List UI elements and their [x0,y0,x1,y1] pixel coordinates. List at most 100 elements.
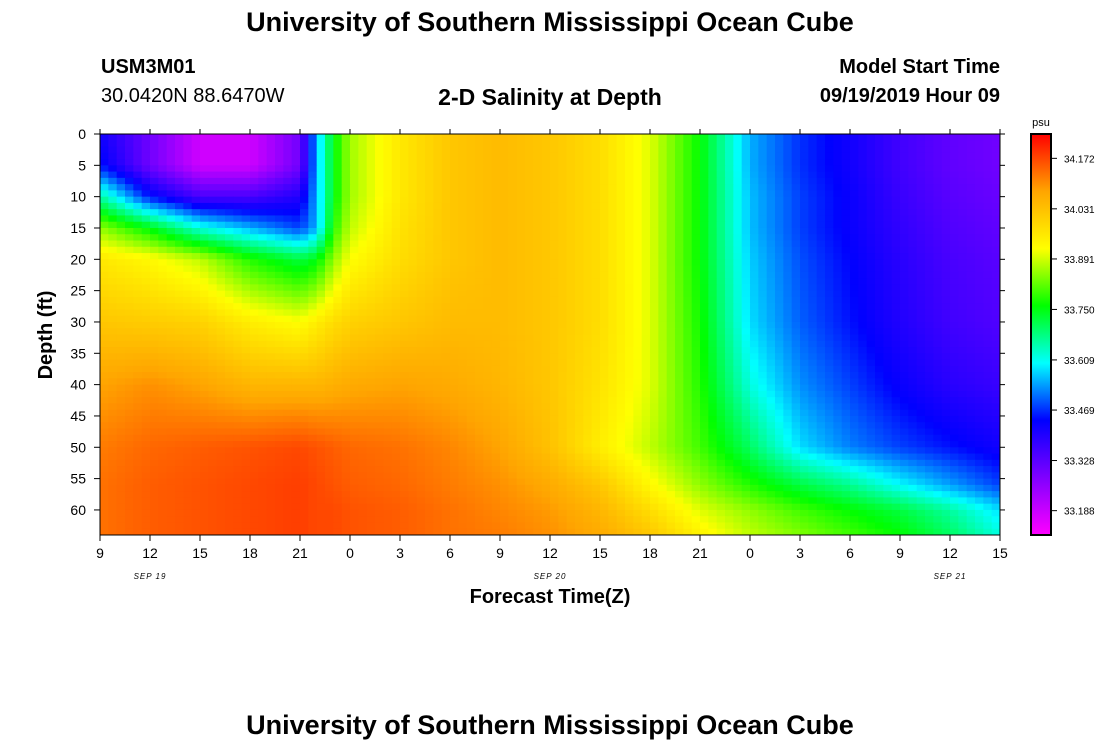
heatmap-cell [275,290,284,298]
heatmap-cell [950,227,959,235]
heatmap-cell [141,372,151,379]
heatmap-cell [483,347,493,354]
heatmap-cell [491,265,501,273]
heatmap-cell [608,140,618,148]
heatmap-cell [441,321,451,329]
heatmap-cell [100,390,109,398]
heatmap-cell [591,221,601,229]
heatmap-cell [458,353,468,361]
heatmap-cell [775,265,784,273]
heatmap-cell [666,403,676,411]
heatmap-cell [275,177,284,185]
heatmap-cell [283,378,293,386]
heatmap-cell [325,403,334,411]
heatmap-cell [758,334,768,342]
heatmap-cell [358,140,368,148]
heatmap-cell [458,140,468,148]
heatmap-cell [458,184,468,191]
heatmap-cell [700,278,709,285]
heatmap-cell [958,196,968,204]
heatmap-cell [675,246,684,254]
heatmap-cell [600,171,609,179]
heatmap-cell [741,171,751,179]
heatmap-cell [233,384,243,392]
heatmap-cell [450,215,459,223]
heatmap-cell [391,146,401,154]
heatmap-cell [625,303,634,311]
heatmap-cell [916,409,926,417]
heatmap-cell [758,290,768,298]
heatmap-cell [341,259,351,267]
heatmap-cell [875,221,884,229]
heatmap-cell [358,271,368,279]
heatmap-cell [216,284,226,292]
heatmap-cell [883,359,893,367]
heatmap-cell [625,315,634,323]
heatmap-cell [950,284,959,292]
heatmap-cell [516,309,526,317]
heatmap-cell [458,253,468,260]
heatmap-cell [441,390,451,398]
heatmap-cell [808,265,818,273]
heatmap-cell [408,347,418,354]
heatmap-cell [350,334,359,342]
heatmap-cell [216,227,226,235]
heatmap-cell [933,202,943,210]
heatmap-cell [316,403,326,411]
heatmap-cell [900,209,909,217]
heatmap-cell [558,415,568,423]
heatmap-cell [550,328,559,336]
heatmap-cell [566,296,576,304]
heatmap-cell [841,409,851,417]
heatmap-cell [608,309,618,317]
heatmap-cell [491,359,501,367]
heatmap-cell [908,171,918,179]
heatmap-cell [116,190,126,198]
heatmap-cell [616,152,626,160]
heatmap-cell [441,259,451,267]
heatmap-cell [550,240,559,248]
heatmap-cell [625,365,634,373]
heatmap-cell [633,309,643,317]
heatmap-cell [833,309,843,317]
heatmap-cell [841,209,851,217]
heatmap-cell [608,202,618,210]
heatmap-cell [216,340,226,348]
heatmap-cell [566,378,576,386]
heatmap-cell [841,278,851,285]
heatmap-cell [675,209,684,217]
heatmap-cell [908,271,918,279]
heatmap-cell [808,234,818,242]
heatmap-cell [108,227,118,235]
heatmap-cell [391,259,401,267]
heatmap-cell [333,409,343,417]
heatmap-cell [566,246,576,254]
heatmap-cell [991,278,1000,285]
heatmap-cell [666,347,676,354]
heatmap-cell [216,246,226,254]
heatmap-cell [383,415,393,423]
heatmap-cell [425,390,434,398]
heatmap-cell [616,415,626,423]
heatmap-cell [350,146,359,154]
heatmap-cell [975,403,984,411]
heatmap-cell [958,265,968,273]
heatmap-cell [391,365,401,373]
heatmap-cell [516,265,526,273]
heatmap-cell [641,328,651,336]
heatmap-cell [575,409,584,417]
heatmap-cell [391,215,401,223]
heatmap-cell [408,303,418,311]
heatmap-cell [866,202,876,210]
heatmap-cell [175,278,184,285]
heatmap-cell [466,334,476,342]
heatmap-cell [933,309,943,317]
heatmap-cell [633,321,643,329]
heatmap-cell [333,146,343,154]
heatmap-cell [458,278,468,285]
heatmap-cell [891,290,901,298]
heatmap-cell [208,246,218,254]
heatmap-cell [200,403,209,411]
heatmap-cell [875,340,884,348]
heatmap-cell [383,165,393,173]
